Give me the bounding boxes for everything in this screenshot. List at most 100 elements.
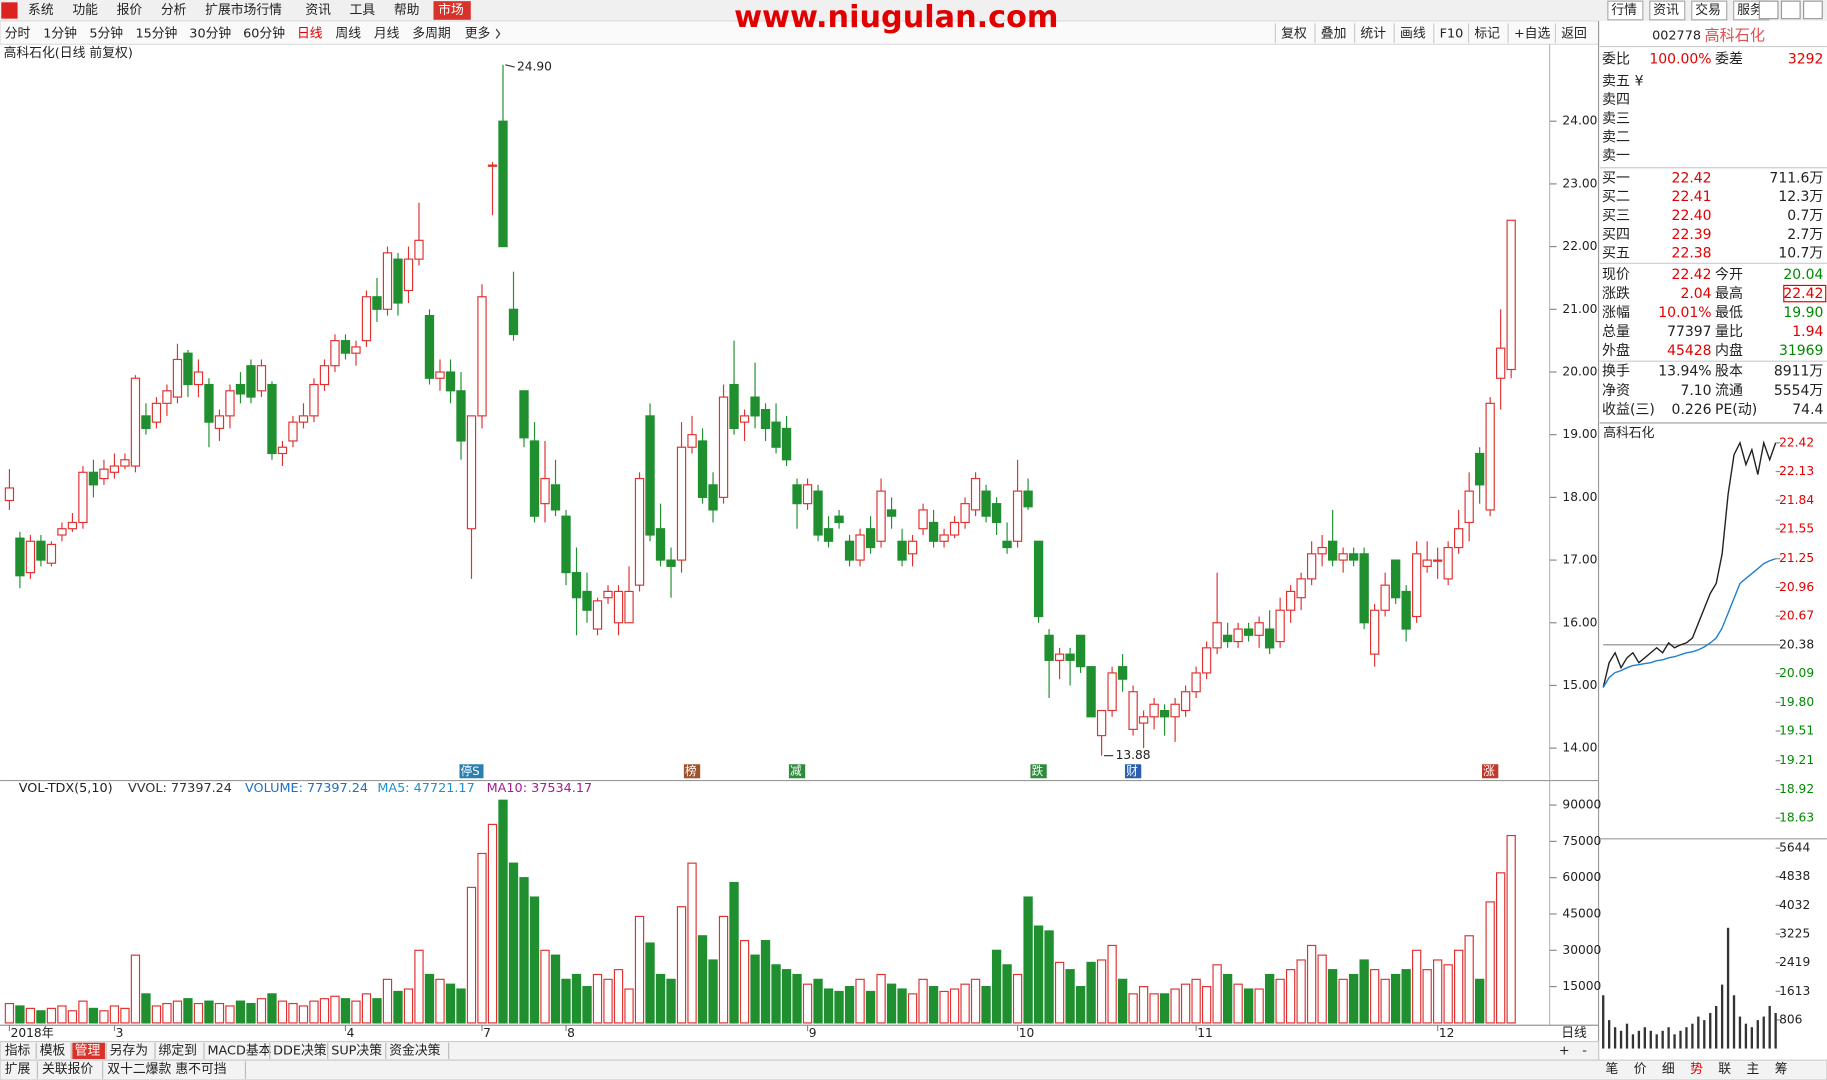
- tool-button[interactable]: +自选: [1514, 26, 1551, 41]
- volume-bar: [214, 1002, 225, 1024]
- volume-bar: [981, 986, 991, 1024]
- menu-item[interactable]: 帮助: [394, 3, 420, 18]
- menu-item[interactable]: 功能: [72, 3, 98, 18]
- tool-button[interactable]: 统计: [1360, 26, 1386, 41]
- menu-button-label[interactable]: 服务: [1737, 2, 1763, 18]
- menu-item[interactable]: 扩展市场行情: [205, 2, 282, 18]
- volume-bar: [561, 978, 571, 1024]
- stat-label: 最高: [1715, 285, 1743, 302]
- volume-title: VOL-TDX(5,10): [19, 781, 113, 796]
- event-marker: [1482, 764, 1499, 779]
- candle-body: [235, 383, 246, 395]
- menu-item[interactable]: 资讯: [305, 3, 331, 18]
- volume-bar: [928, 986, 939, 1024]
- stat-value: 77397: [1667, 324, 1711, 340]
- bottom-tab[interactable]: 指标: [5, 1043, 31, 1058]
- period-tab[interactable]: 分时: [5, 26, 31, 41]
- period-tab[interactable]: 1分钟: [43, 25, 77, 41]
- menu-active-bg: [433, 1, 471, 20]
- candle-body: [750, 396, 760, 417]
- volume-bar: [130, 954, 141, 1024]
- volume-bar: [960, 983, 970, 1024]
- bid-label: 买五: [1602, 246, 1630, 262]
- intraday-volume: [1685, 1027, 1688, 1049]
- tool-button[interactable]: 叠加: [1321, 26, 1347, 41]
- volume-bar: [897, 988, 907, 1024]
- panel-tab[interactable]: 联: [1718, 1062, 1731, 1077]
- event-label[interactable]: 停S: [461, 764, 480, 778]
- menu-item[interactable]: 分析: [161, 3, 187, 18]
- event-label[interactable]: 涨: [1483, 764, 1495, 778]
- stat-value: 31969: [1779, 343, 1823, 359]
- status-tab[interactable]: 双十二爆款 惠不可挡: [107, 1062, 226, 1077]
- tool-button[interactable]: F10: [1440, 26, 1464, 41]
- bottom-tab[interactable]: DDE决策: [273, 1042, 327, 1058]
- y-tick-label: 20.67: [1779, 609, 1814, 623]
- period-tab[interactable]: 5分钟: [89, 25, 123, 41]
- period-tab[interactable]: 15分钟: [135, 25, 177, 41]
- label: 委比: [1602, 51, 1630, 67]
- y-tick-label: 21.25: [1779, 551, 1814, 565]
- menu-item[interactable]: 系统: [28, 3, 54, 18]
- status-tab[interactable]: 扩展: [5, 1062, 31, 1077]
- zoom-in[interactable]: +: [1559, 1043, 1570, 1058]
- event-label[interactable]: 财: [1126, 764, 1138, 778]
- panel-tab[interactable]: 势: [1690, 1061, 1703, 1077]
- period-tab[interactable]: 60分钟: [243, 25, 285, 41]
- menu-button-label[interactable]: 行情: [1611, 3, 1637, 18]
- candle-body: [645, 415, 655, 536]
- zoom-out[interactable]: -: [1582, 1043, 1587, 1058]
- volume-bar: [414, 949, 424, 1024]
- candle-body: [46, 543, 57, 564]
- menu-item[interactable]: 报价: [117, 3, 143, 18]
- period-tab[interactable]: 周线: [335, 26, 361, 41]
- event-label[interactable]: 榜: [685, 764, 697, 778]
- candle-body: [729, 383, 739, 429]
- panel-tab[interactable]: 笔: [1606, 1061, 1619, 1077]
- candle-body: [25, 540, 36, 574]
- tool-button[interactable]: 复权: [1281, 25, 1307, 41]
- bottom-tab[interactable]: 资金决策: [389, 1042, 440, 1058]
- candle-body: [1359, 553, 1369, 624]
- panel-tab[interactable]: 主: [1747, 1062, 1760, 1077]
- candle-body: [1464, 490, 1474, 524]
- intraday-volume: [1756, 1020, 1759, 1049]
- tool-button[interactable]: 标记: [1474, 26, 1500, 41]
- volume-bar: [792, 973, 802, 1024]
- period-tab[interactable]: 30分钟: [189, 25, 231, 41]
- y-tick-label: 19.80: [1779, 695, 1814, 709]
- candle-body: [435, 371, 445, 379]
- panel-tab[interactable]: 价: [1634, 1062, 1647, 1077]
- bottom-tab[interactable]: MACD基本: [207, 1043, 271, 1058]
- bottom-tab[interactable]: 模板: [40, 1043, 66, 1058]
- panel-tab[interactable]: 筹: [1775, 1061, 1788, 1077]
- candle-body: [907, 540, 918, 555]
- bottom-tab[interactable]: 绑定到: [159, 1043, 197, 1058]
- period-tab-active[interactable]: 日线: [297, 26, 323, 41]
- period-tab[interactable]: 多周期: [412, 26, 450, 41]
- panel-tab[interactable]: 细: [1662, 1062, 1675, 1077]
- candle-body: [1254, 622, 1264, 636]
- bid-volume: 2.7万: [1787, 227, 1823, 243]
- tool-button[interactable]: 画线: [1400, 26, 1426, 41]
- volume-bar: [1264, 973, 1275, 1024]
- candle-body: [1432, 559, 1443, 562]
- candle-body: [1054, 653, 1065, 661]
- period-tab[interactable]: 更多: [465, 26, 491, 41]
- bottom-tab[interactable]: 另存为: [110, 1043, 148, 1058]
- y-tick-label: 90000: [1562, 798, 1601, 812]
- menu-button-label[interactable]: 交易: [1695, 2, 1721, 18]
- menu-item[interactable]: 工具: [350, 3, 376, 18]
- event-label[interactable]: 减: [790, 764, 802, 778]
- menu-button-label[interactable]: 资讯: [1653, 3, 1679, 18]
- menu-active[interactable]: 市场: [438, 2, 464, 18]
- bottom-tab[interactable]: 管理: [75, 1043, 101, 1058]
- status-tab[interactable]: 关联报价: [42, 1062, 93, 1077]
- high-label: 24.90: [517, 60, 552, 74]
- volume-bar: [645, 942, 655, 1024]
- event-label[interactable]: 跌: [1032, 764, 1044, 778]
- period-tab[interactable]: 月线: [374, 26, 400, 41]
- tool-button[interactable]: 返回: [1561, 26, 1587, 41]
- bottom-tab[interactable]: SUP决策: [331, 1042, 382, 1058]
- volume-bar: [1432, 959, 1443, 1024]
